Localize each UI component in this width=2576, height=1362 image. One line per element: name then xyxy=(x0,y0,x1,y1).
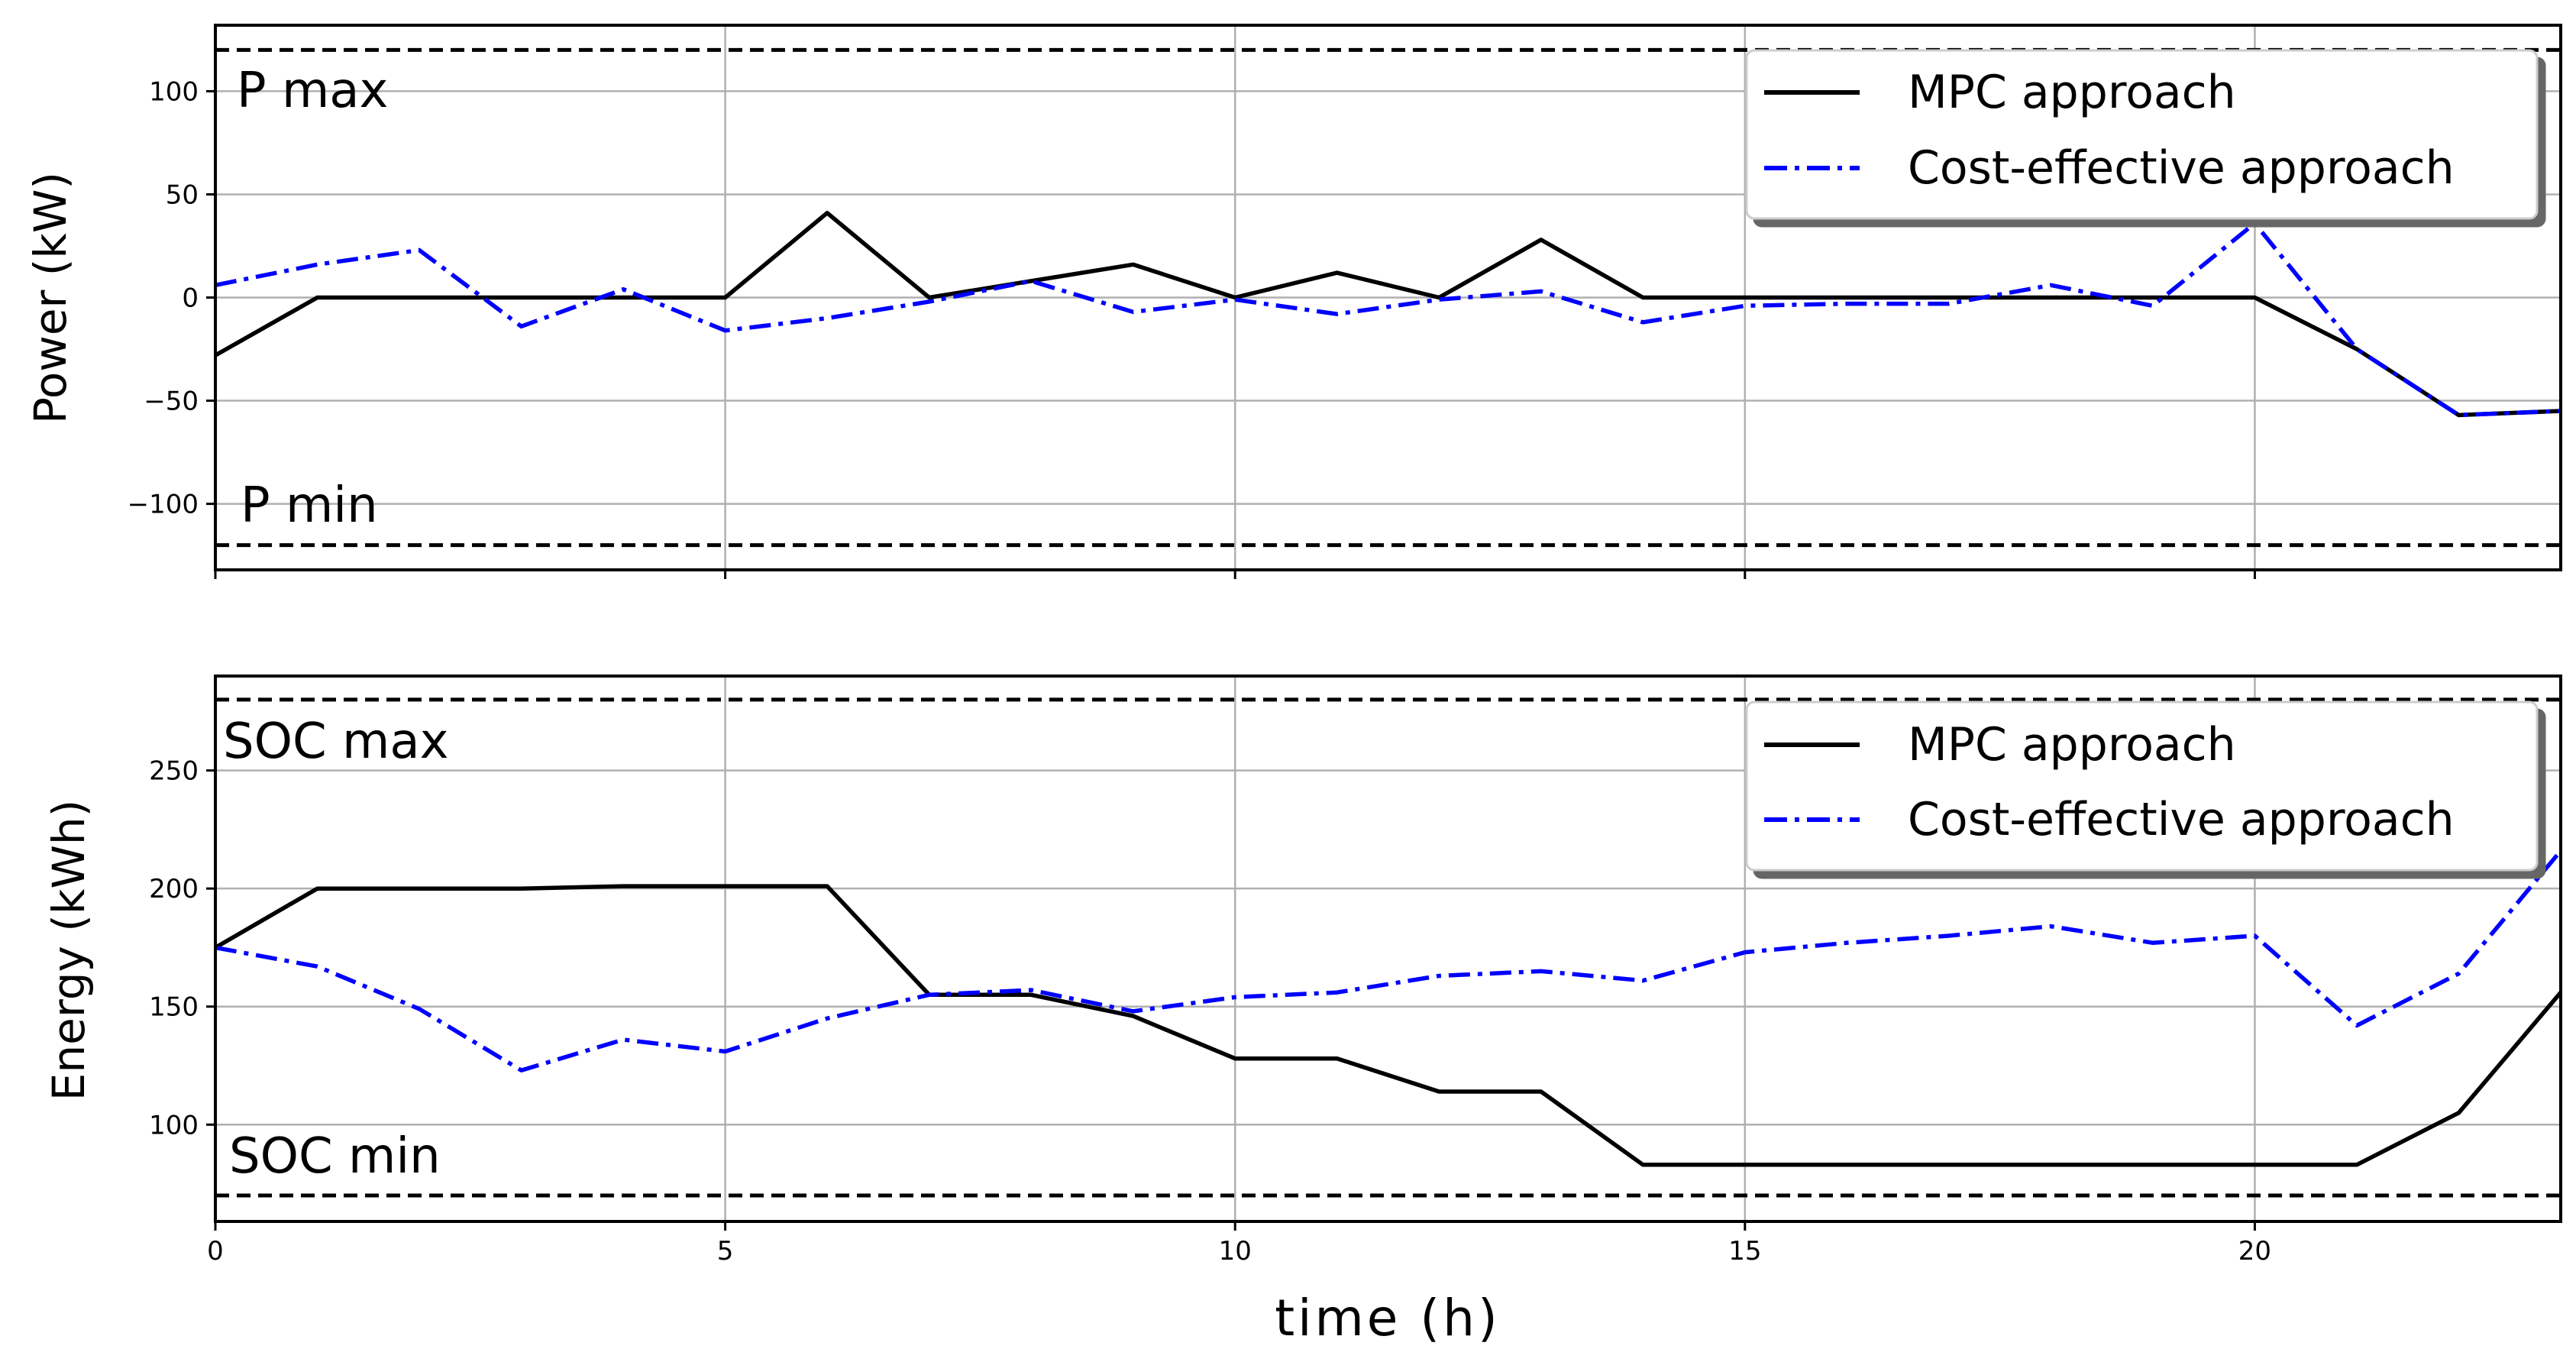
power-ticks: −100 −50 0 50 100 xyxy=(128,76,2256,579)
power-series-cost-effective-line xyxy=(215,221,2561,418)
energy-chart: 0 5 10 15 20 100 150 200 250 Energy (kWh) time (… xyxy=(43,675,2563,1347)
power-legend-box xyxy=(1745,49,2539,220)
energy-series-cost-effective-line xyxy=(215,849,2563,1072)
energy-legend-box xyxy=(1745,700,2539,872)
pmax-annotation: P max xyxy=(237,63,388,119)
power-y-tick-label: −50 xyxy=(144,387,199,417)
power-chart: −100 −50 0 50 100 Power (kW) P max P min MPC… xyxy=(24,24,2562,579)
energy-plot-frame xyxy=(214,675,2562,1223)
energy-y-axis-label: Energy (kWh) xyxy=(43,800,95,1101)
energy-x-tick-label: 0 xyxy=(207,1236,224,1267)
energy-legend: MPC approach Cost-effective approach xyxy=(1745,700,2539,872)
energy-series-mpc-line xyxy=(214,884,2563,1167)
energy-x-tick-label: 10 xyxy=(1219,1236,1252,1267)
energy-x-tick-label: 5 xyxy=(717,1236,734,1267)
power-series-mpc-line xyxy=(214,211,2561,418)
energy-y-tick-label: 150 xyxy=(149,992,199,1023)
power-series xyxy=(214,211,2561,418)
soc-min-annotation: SOC min xyxy=(229,1128,441,1185)
x-axis-label: time (h) xyxy=(1275,1289,1500,1347)
legend-mpc-label: MPC approach xyxy=(1908,718,2236,772)
power-y-axis-label: Power (kW) xyxy=(24,172,76,424)
energy-ticks: 0 5 10 15 20 100 150 200 250 xyxy=(149,756,2271,1267)
pmin-annotation: P min xyxy=(241,477,378,534)
legend-mpc-label: MPC approach xyxy=(1908,66,2236,119)
power-y-tick-label: 0 xyxy=(182,283,199,314)
power-legend: MPC approach Cost-effective approach xyxy=(1745,49,2539,220)
power-y-tick-label: −100 xyxy=(128,490,199,520)
energy-y-tick-label: 250 xyxy=(149,756,199,787)
legend-cost-effective-label: Cost-effective approach xyxy=(1908,141,2455,195)
soc-max-annotation: SOC max xyxy=(223,713,448,770)
power-y-tick-label: 50 xyxy=(166,180,199,210)
energy-x-tick-label: 15 xyxy=(1728,1236,1761,1267)
energy-series xyxy=(214,849,2563,1167)
energy-limit-lines xyxy=(215,697,2561,1198)
energy-x-tick-label: 20 xyxy=(2238,1236,2271,1267)
legend-cost-effective-label: Cost-effective approach xyxy=(1908,793,2455,846)
energy-y-tick-label: 100 xyxy=(149,1110,199,1140)
power-y-tick-label: 100 xyxy=(149,76,199,107)
energy-y-tick-label: 200 xyxy=(149,874,199,904)
